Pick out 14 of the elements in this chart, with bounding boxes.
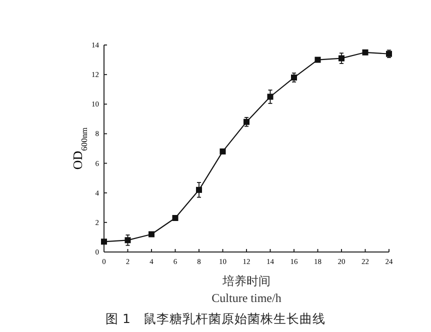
point	[196, 186, 202, 193]
point	[244, 118, 250, 125]
point	[172, 214, 178, 221]
point	[314, 56, 321, 63]
x-axis-title: 培养时间 Culture time/h	[212, 274, 282, 305]
text: 图 1 鼠李糖乳杆菌原始菌株生长曲线	[106, 311, 326, 326]
point	[291, 74, 297, 81]
point	[124, 237, 131, 244]
point	[148, 231, 154, 238]
point	[101, 238, 107, 245]
point	[362, 49, 368, 56]
point	[338, 55, 344, 62]
point	[220, 148, 226, 154]
point	[267, 94, 274, 100]
